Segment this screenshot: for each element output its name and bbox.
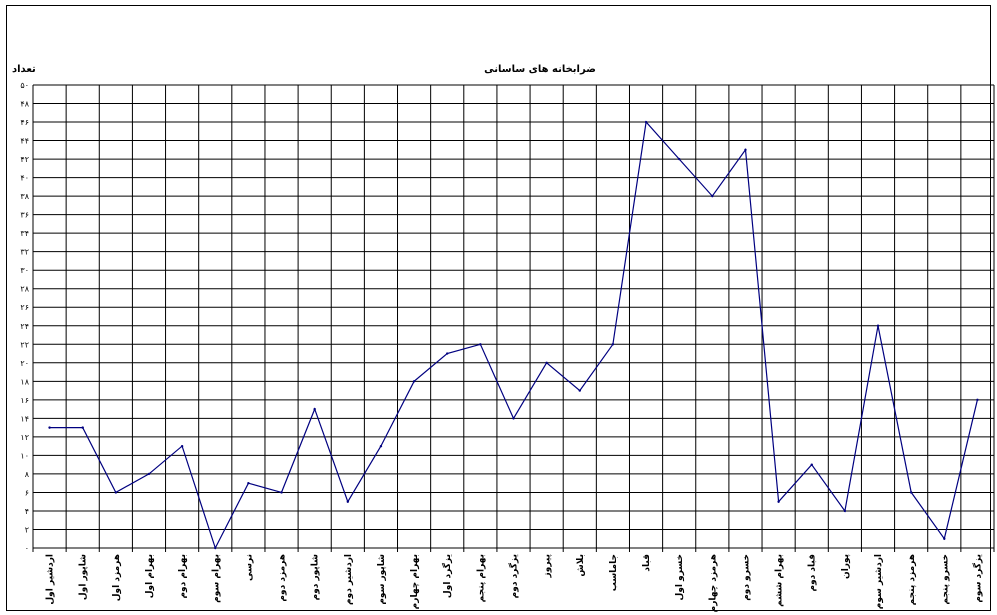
data-point [611, 343, 615, 346]
x-category-label: بهرام سوم [211, 554, 221, 603]
y-tick-label: ۳۰ [20, 266, 29, 275]
y-tick-label: ۱۴ [20, 414, 29, 423]
y-tick-label: ۲۸ [20, 285, 29, 294]
x-category-label: شاپور دوم [311, 554, 321, 601]
y-tick-label: ۲ [25, 525, 29, 534]
x-category-label: خسرو پنجم [940, 554, 950, 605]
data-point [744, 148, 747, 152]
data-point [909, 491, 913, 494]
x-category-label: یزگرد اول [441, 554, 453, 598]
x-category-label: هرمزد اول [112, 554, 122, 601]
y-tick-label: ۱۶ [20, 396, 29, 405]
y-tick-label: ۴۶ [20, 118, 29, 127]
x-category-label: بلاش [576, 554, 586, 577]
y-tick-label: ۰ [25, 544, 29, 553]
x-category-label: اردشیر دوم [344, 554, 354, 605]
data-point [843, 509, 847, 513]
data-points [48, 120, 979, 550]
y-axis-label: تعداد [12, 64, 36, 75]
data-point [711, 194, 714, 198]
y-tick-label: ۴۴ [20, 137, 29, 146]
data-point [280, 491, 283, 494]
y-tick-label: ۱۰ [20, 451, 29, 460]
y-tick-label: ۵۰ [20, 81, 29, 90]
y-tick-label: ۴ [25, 507, 29, 516]
y-tick-label: ۲۲ [20, 340, 29, 349]
y-tick-label: ۳۴ [20, 229, 29, 238]
y-tick-label: ۳۸ [20, 192, 29, 201]
data-point [876, 324, 880, 327]
x-category-label: پوران [841, 554, 851, 579]
x-category-label: هرمزد دوم [278, 554, 288, 602]
chart-frame [6, 5, 991, 611]
y-tick-label: ۲۴ [20, 322, 29, 331]
y-tick-label: ۸ [25, 470, 30, 479]
y-tick-label: ۴۲ [20, 155, 29, 164]
y-tick-label: ۲۰ [20, 359, 29, 368]
grid [32, 84, 995, 552]
chart-title: ضرابخانه های ساسانی [484, 64, 596, 75]
x-category-label: بهرام اول [145, 554, 155, 598]
x-category-label: قباد دوم [808, 554, 818, 592]
y-tick-label: ۴۰ [20, 174, 29, 183]
data-point [379, 444, 383, 448]
data-point [180, 444, 184, 448]
x-category-label: بهرام ششم [775, 554, 785, 607]
data-point [446, 352, 449, 355]
x-category-label: اردشیر سوم [874, 554, 884, 609]
data-point [479, 343, 482, 346]
data-point [247, 481, 250, 485]
y-tick-label: ۱۸ [20, 377, 29, 386]
data-point [214, 546, 217, 550]
data-point [346, 500, 350, 503]
data-point [114, 491, 118, 494]
data-point [545, 361, 548, 364]
data-point [512, 417, 515, 420]
x-category-label: خسرو اول [675, 554, 685, 600]
y-tick-label: ۳۶ [20, 211, 29, 220]
data-point [644, 120, 648, 124]
x-category-label: هرمزد چهارم [708, 554, 718, 612]
y-tick-label: ۲۶ [20, 303, 29, 312]
x-category-label: یزگرد سوم [971, 554, 983, 603]
data-point [810, 463, 813, 466]
data-point [412, 380, 416, 383]
data-point [48, 426, 51, 429]
x-category-label: پیروز [543, 554, 553, 578]
x-category-label: شاپور سوم [377, 554, 387, 605]
x-category-label: قباد [642, 554, 652, 572]
data-point [578, 389, 581, 392]
x-category-label: جاماسب [609, 554, 619, 591]
data-point [677, 157, 681, 161]
y-tick-label: ۶ [25, 488, 29, 497]
x-axis-ticks: اردشیر اول شاپور اول هرمزد اول بهرام اول بهر… [46, 554, 984, 613]
data-point [976, 398, 979, 402]
x-category-label: بهرام دوم [178, 554, 188, 599]
x-category-label: هرمزد پنجم [907, 554, 917, 605]
x-category-label: نرسی [244, 554, 254, 581]
x-category-label: خسرو دوم [741, 554, 751, 601]
x-category-label: بهرام پنجم [476, 554, 486, 602]
x-category-label: اردشیر اول [46, 554, 56, 605]
data-point [147, 472, 151, 476]
series-line [49, 120, 978, 550]
data-point [777, 500, 780, 503]
y-tick-label: ۴۸ [20, 100, 29, 109]
y-tick-label: ۳۲ [20, 248, 29, 257]
data-point [81, 426, 84, 429]
y-axis-ticks: ۰۲۴۶۸۱۰۱۲۱۴۱۶۱۸۲۰۲۲۲۴۲۶۲۸۳۰۳۲۳۴۳۶۳۸۴۰۴۲۴… [20, 81, 29, 553]
y-tick-label: ۱۲ [20, 433, 29, 442]
x-category-label: شاپور اول [79, 554, 89, 600]
x-category-label: بهرام چهارم [410, 554, 420, 609]
data-point [943, 537, 946, 540]
data-point [313, 407, 316, 411]
x-category-label: یزگرد دوم [508, 554, 520, 598]
